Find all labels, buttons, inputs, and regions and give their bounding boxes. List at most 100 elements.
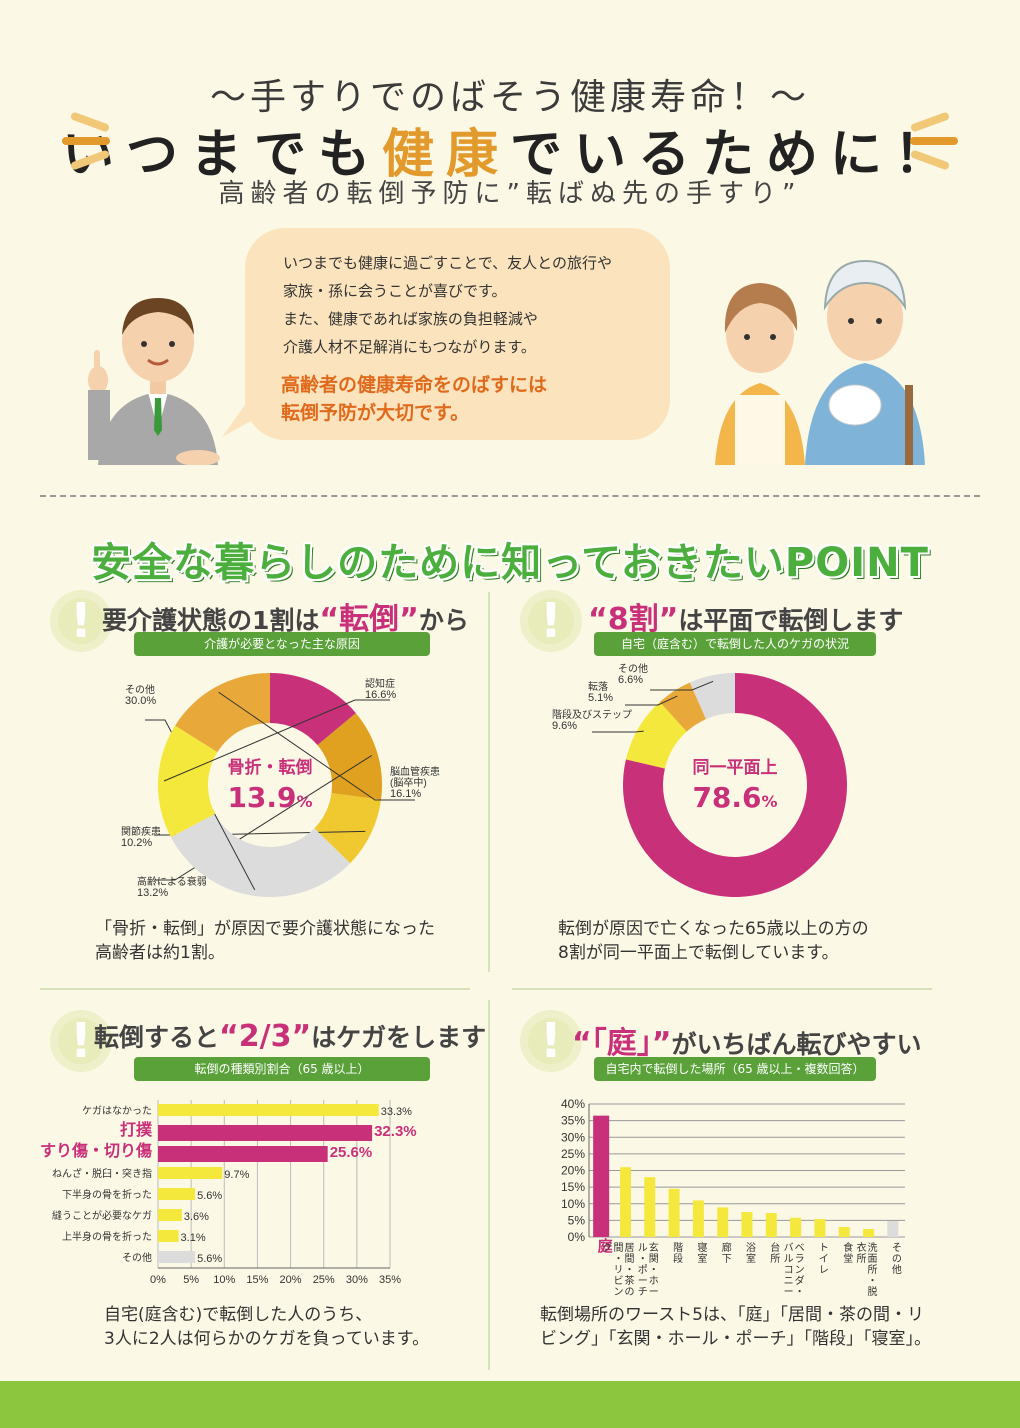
category-label: 廊 [722, 1241, 732, 1254]
category-label: レ [819, 1265, 829, 1276]
ray-decoration [62, 137, 110, 145]
donut-slice [270, 673, 356, 746]
donut-slice [175, 673, 270, 753]
donut-slice [623, 673, 847, 897]
category-label: ー [638, 1276, 648, 1287]
x-tick-label: 35% [379, 1274, 401, 1286]
x-tick-label: 20% [280, 1274, 302, 1286]
category-label: 関 [649, 1253, 659, 1265]
title-part1: いつまでも [61, 125, 382, 185]
bar [668, 1188, 680, 1237]
category-label: 食 [843, 1241, 853, 1254]
category-label: 所 [868, 1264, 878, 1276]
category-label: ポ [638, 1264, 648, 1276]
category-label: ラ [795, 1253, 805, 1265]
page-title: いつまでも健康でいるために！ [0, 112, 1020, 187]
category-label: ン [795, 1265, 805, 1276]
category-label: ル [784, 1254, 794, 1265]
category-label: 段 [673, 1252, 683, 1265]
leader-line [155, 755, 373, 881]
category-label: 縫うことが必要なケガ [52, 1209, 152, 1222]
hbar-chart-fall-types: 0% 5% 10% 15% 20% 25% 30% 35% ケガはなかった 33.3% 打撲 32.3… [40, 1100, 417, 1286]
category-label: 間 [624, 1253, 634, 1265]
category-label: 下半身の骨を折った [62, 1188, 152, 1201]
category-label: ベ [795, 1242, 805, 1254]
category-label: 所 [857, 1253, 867, 1265]
y-tick-label: 40% [561, 1097, 585, 1111]
bar [158, 1251, 196, 1263]
category-label: 玄 [649, 1241, 659, 1254]
x-tick-label: 5% [183, 1274, 199, 1286]
y-tick-label: 15% [561, 1180, 585, 1194]
speech-line: いつまでも健康に過ごすことで、友人との旅行や [283, 254, 612, 272]
category-label: ねんざ・脱臼・突き指 [52, 1167, 152, 1180]
elderly-couple-illustration [715, 259, 925, 465]
y-tick-label: 30% [561, 1130, 585, 1144]
point-subtitle-bar: 介護が必要となった主な原因 [134, 632, 430, 656]
bar [593, 1115, 610, 1237]
leader-line [625, 695, 678, 706]
leader-line [592, 730, 644, 733]
category-label: 浴 [746, 1242, 756, 1254]
donut-center-value: 78.6% [692, 781, 777, 814]
category-label: コ [784, 1265, 794, 1276]
speech-line: また、健康であれば家族の負担軽減や [283, 310, 538, 328]
point-caption: 転倒場所のワースト5は、「庭」「居間・茶の間・リ ビング」「玄関・ホール・ポーチ」… [540, 1305, 931, 1349]
speech-line: 介護人材不足解消にもつながります。 [283, 338, 536, 356]
slice-label: 関節疾患 [121, 825, 161, 838]
bar [887, 1221, 899, 1237]
category-label: 所 [770, 1253, 780, 1265]
bar-value-label: 5.6% [197, 1253, 222, 1265]
category-label: ・ [624, 1265, 634, 1276]
title-part2: でいるために！ [510, 125, 959, 185]
point-title: 転倒すると“2/3”はケガをします [94, 1019, 487, 1054]
donut-center-label: 骨折・転倒 [228, 757, 313, 778]
speech-emphasis: 転倒予防が大切です。 [281, 402, 470, 424]
slice-label: (脳卒中) [390, 776, 427, 789]
bar [765, 1213, 777, 1237]
slice-label: その他 [125, 683, 155, 696]
point-caption: 転倒が原因で亡くなった65歳以上の方の 8割が同一平面上で転倒しています。 [558, 919, 869, 963]
grid-divider [512, 988, 932, 990]
category-label: 洗 [868, 1242, 878, 1254]
category-label: 居 [624, 1242, 634, 1254]
x-tick-label: 25% [313, 1274, 335, 1286]
category-label: そ [892, 1242, 902, 1254]
y-tick-label: 10% [561, 1197, 585, 1211]
category-label: 打撲 [120, 1120, 153, 1139]
exclamation-icon: ! [520, 590, 582, 652]
category-label: ・ [613, 1254, 623, 1265]
y-tick-label: 35% [561, 1114, 585, 1128]
donut-slice [170, 813, 351, 897]
footer-band [0, 1381, 1020, 1428]
category-label: ホ [649, 1275, 659, 1287]
category-label: 庭 [598, 1237, 614, 1255]
exclamation-icon: ! [50, 1010, 112, 1072]
category-label: 階 [673, 1242, 683, 1254]
x-tick-label: 0% [150, 1274, 166, 1286]
bar [814, 1219, 826, 1237]
category-label: 堂 [843, 1253, 853, 1265]
bar-value-label: 32.3% [374, 1123, 417, 1140]
bar [158, 1209, 182, 1221]
category-label: バ [784, 1242, 794, 1254]
leader-line [163, 699, 390, 782]
x-tick-label: 30% [346, 1274, 368, 1286]
slice-label: 高齢による衰弱 [137, 875, 207, 888]
category-label: ー [784, 1287, 794, 1298]
bar-value-label: 5.6% [197, 1190, 222, 1202]
exclamation-icon: ! [50, 590, 112, 652]
slice-value: 5.1% [588, 692, 613, 704]
grid-divider [40, 988, 470, 990]
category-label: 台 [770, 1241, 780, 1254]
category-label: ー [649, 1287, 659, 1298]
exclamation-icon: ! [520, 1010, 582, 1072]
category-label: 面 [868, 1254, 878, 1265]
bar-value-label: 25.6% [330, 1144, 373, 1161]
page-tagline: 高齢者の転倒予防に”転ばぬ先の手すり” [218, 179, 802, 209]
category-label: イ [819, 1254, 829, 1265]
bar [717, 1207, 729, 1237]
donut-slice [317, 713, 382, 800]
